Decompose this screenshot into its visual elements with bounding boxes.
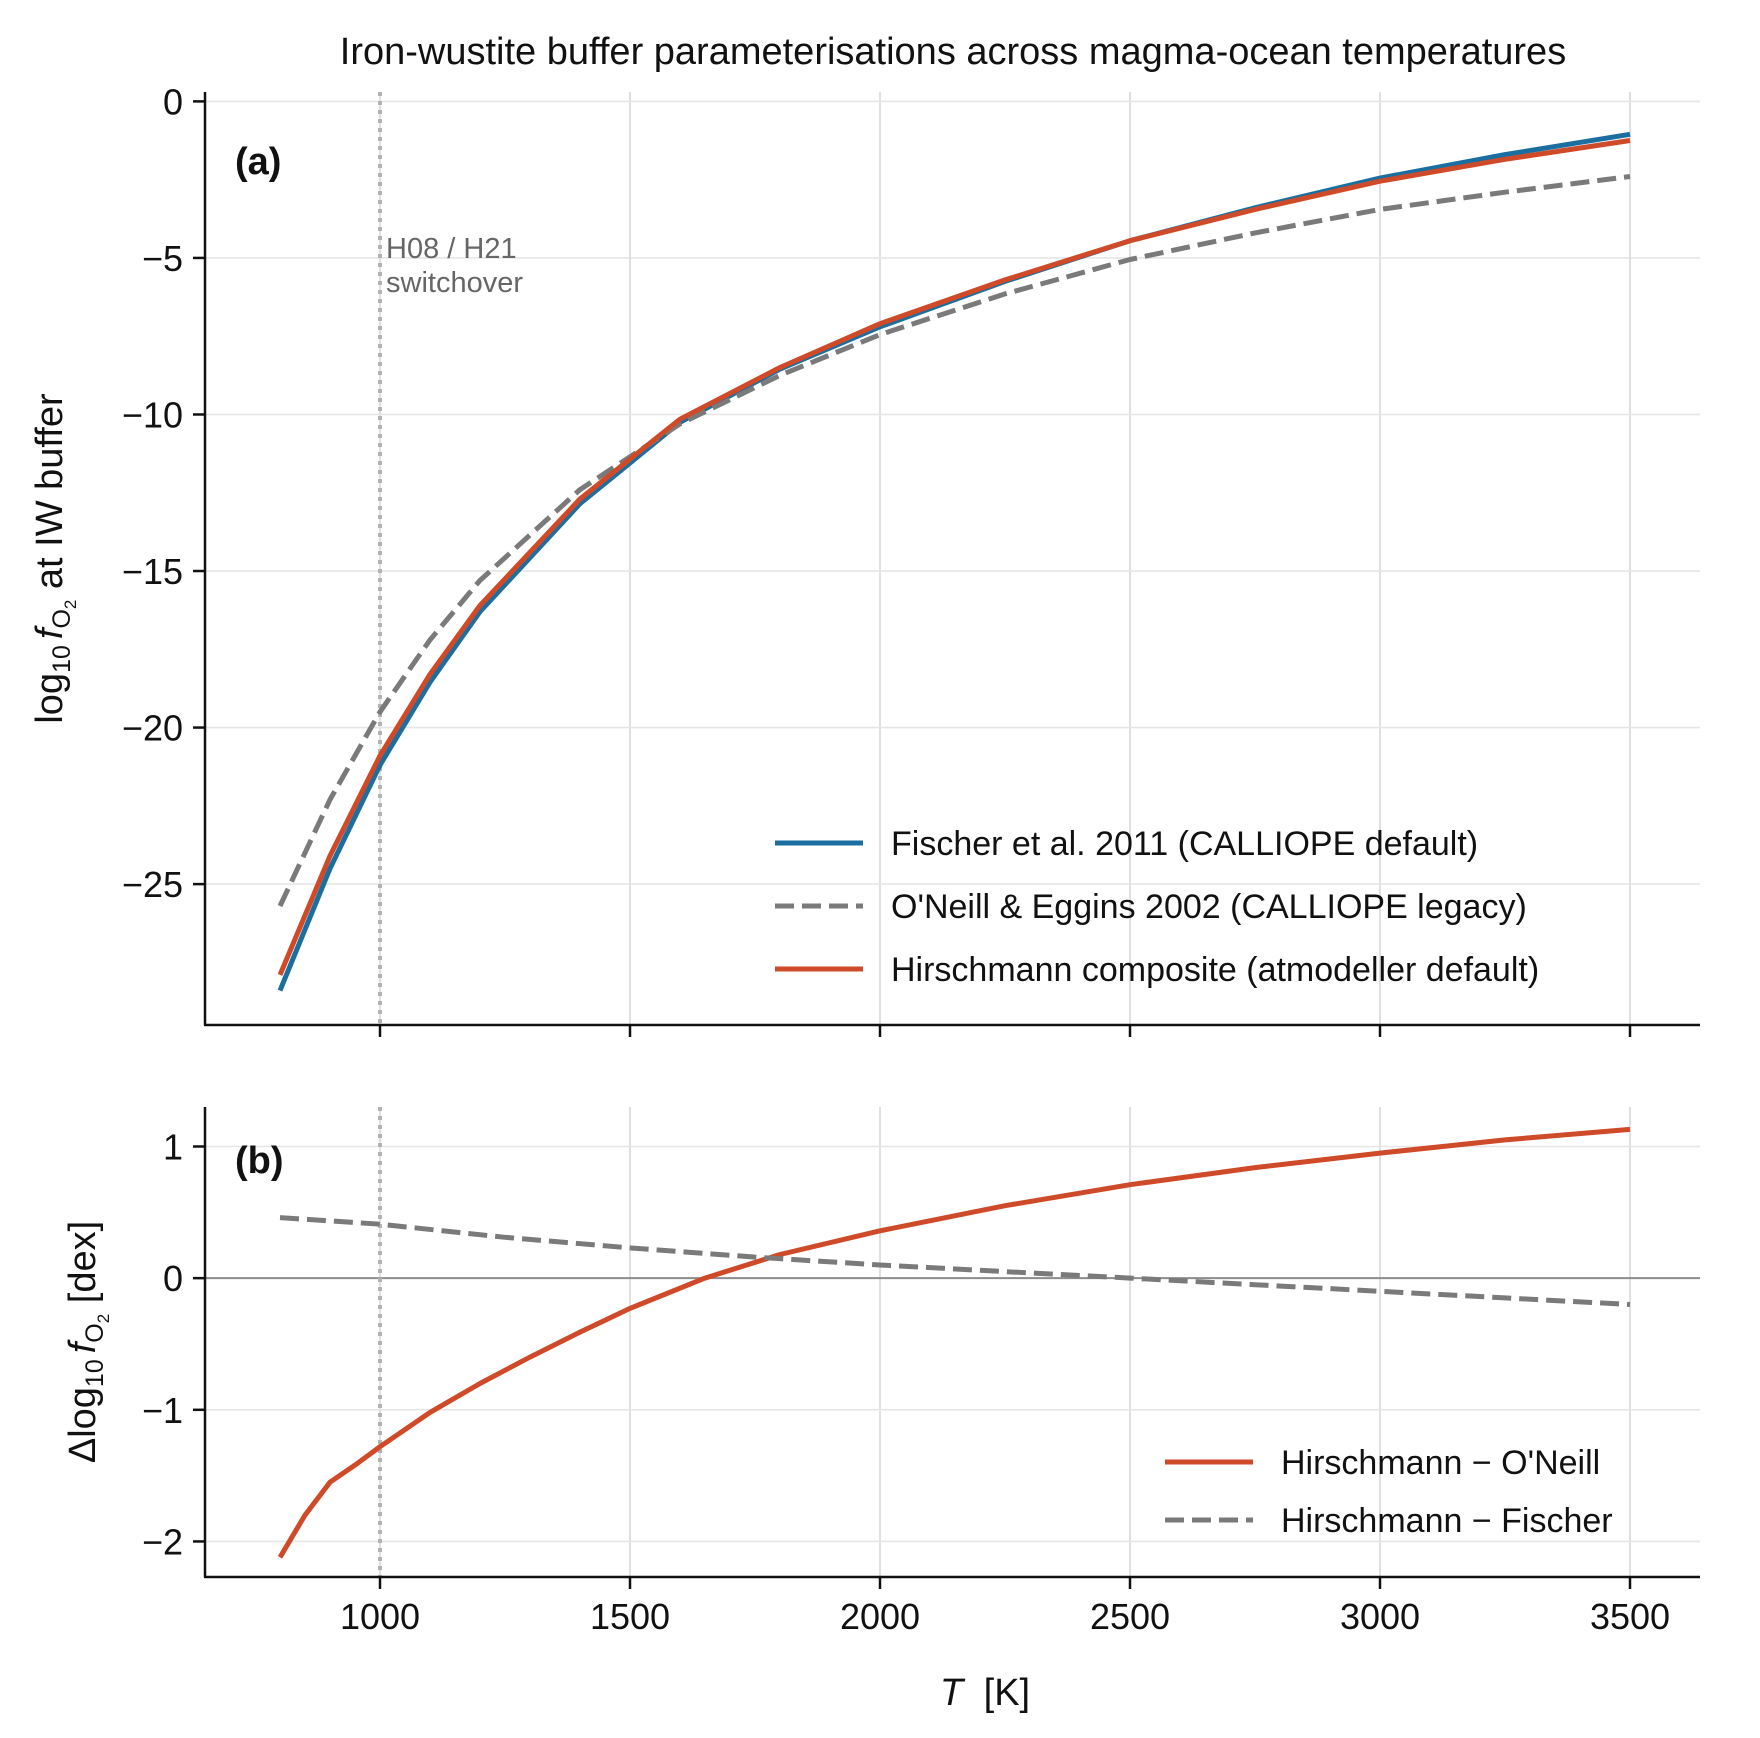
y-tick-label: 0 [163, 81, 183, 122]
x-tick-label: 2500 [1090, 1596, 1170, 1637]
y-label-sub: 10 [48, 645, 76, 673]
legend-entry: Hirschmann − O'Neill [1281, 1444, 1600, 1482]
x-tick-label: 1000 [340, 1596, 420, 1637]
y-tick-label: −20 [122, 708, 183, 749]
switchover-annotation: switchover [386, 267, 523, 299]
y-tick-label: −1 [142, 1390, 183, 1431]
panel-label: (a) [235, 141, 281, 183]
panel-label: (b) [235, 1140, 284, 1182]
figure-title: Iron-wustite buffer parameterisations ac… [340, 31, 1566, 73]
series-line [279, 1215, 1631, 1307]
y-label-pre: log [29, 673, 71, 724]
y-axis-label: Δlog10 fO2 [dex] [62, 1221, 113, 1463]
y-label-sub: O [81, 1323, 109, 1342]
x-axis-var: T [940, 1672, 966, 1714]
legend-entry: Hirschmann − Fischer [1281, 1502, 1613, 1540]
y-axis-label: log10 fO2 at IW buffer [29, 393, 80, 724]
y-label-pre: Δlog [62, 1387, 104, 1463]
series-line [277, 174, 1631, 908]
legend-entry: Fischer et al. 2011 (CALLIOPE default) [891, 825, 1478, 863]
y-label-sub: 10 [81, 1359, 109, 1387]
y-tick-label: −10 [122, 394, 183, 435]
y-tick-label: −5 [142, 238, 183, 279]
y-tick-label: 1 [163, 1126, 183, 1167]
y-tick-label: −25 [122, 864, 183, 905]
series-line [277, 138, 1631, 976]
y-label-post: [dex] [62, 1221, 104, 1314]
legend-entry: O'Neill & Eggins 2002 (CALLIOPE legacy) [891, 888, 1527, 926]
switchover-annotation: H08 / H21 [386, 233, 517, 265]
x-axis-unit: [K] [984, 1672, 1030, 1714]
y-label-var: f [62, 1339, 104, 1353]
x-tick-label: 1500 [590, 1596, 670, 1637]
legend-entry: Hirschmann composite (atmodeller default… [891, 951, 1539, 989]
y-label-sub: 2 [61, 600, 80, 609]
y-label-post: at IW buffer [29, 393, 71, 600]
y-tick-label: 0 [163, 1258, 183, 1299]
y-label-sub: 2 [94, 1314, 113, 1323]
x-tick-label: 2000 [840, 1596, 920, 1637]
y-tick-label: −15 [122, 551, 183, 592]
x-tick-label: 3500 [1590, 1596, 1670, 1637]
x-axis-label: T [K] [940, 1672, 1030, 1714]
x-tick-label: 3000 [1340, 1596, 1420, 1637]
y-label-sub: O [48, 609, 76, 628]
y-label-var: f [29, 625, 71, 639]
panel-b: 1000 1500 2000 2500 3000 350010−1−2(b)Δlog10f… [62, 1107, 1700, 1637]
y-tick-label: −2 [142, 1521, 183, 1562]
series-line [277, 1126, 1631, 1559]
